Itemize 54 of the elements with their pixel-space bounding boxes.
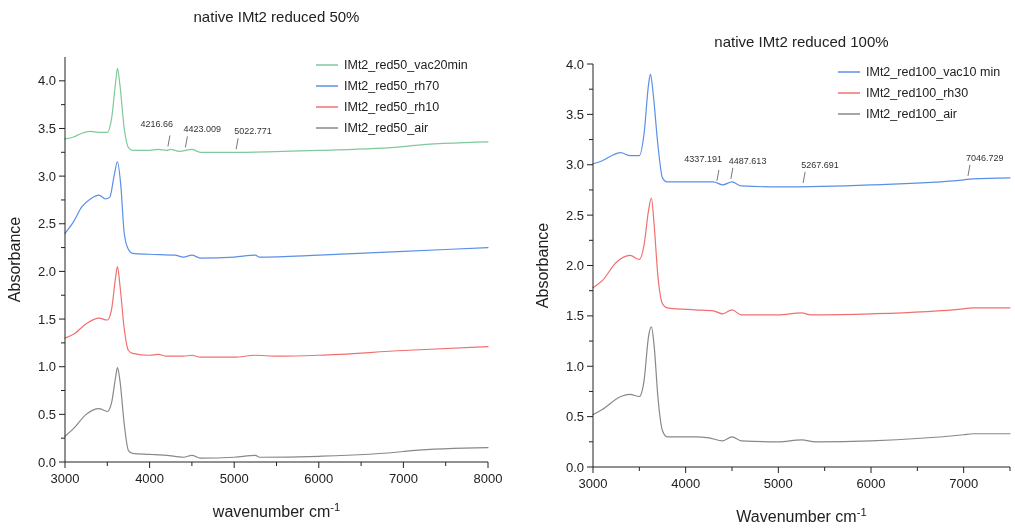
- y-tick-label: 1.0: [37, 359, 56, 375]
- y-tick-label: 2.0: [565, 258, 584, 274]
- line-series: [592, 326, 1011, 443]
- legend-label: IMt2_red50_air: [344, 121, 429, 136]
- chart-title: native IMt2 reduced 100%: [714, 33, 889, 50]
- legend-label: IMt2_red100_air: [866, 107, 958, 122]
- x-tick-label: 6000: [856, 476, 886, 491]
- y-tick-label: 0.0: [37, 454, 56, 470]
- line-series: [64, 367, 489, 459]
- legend-label: IMt2_red100_rh30: [866, 86, 969, 101]
- x-tick-label: 8000: [473, 471, 503, 486]
- y-axis-title: Absorbance: [534, 222, 551, 309]
- y-tick-label: 3.5: [565, 106, 584, 122]
- x-tick-label: 5000: [763, 476, 793, 491]
- y-tick-label: 3.0: [565, 157, 584, 173]
- y-tick-label: 1.5: [37, 311, 56, 327]
- legend-label: IMt2_red50_rh10: [344, 100, 440, 115]
- x-axis-title: Wavenumber cm$^{-1}$: [736, 506, 867, 525]
- chart-title: native IMt2 reduced 50%: [193, 8, 360, 25]
- legend-label: IMt2_red50_vac20min: [344, 58, 468, 73]
- y-tick-label: 0.5: [565, 409, 584, 425]
- legend-label: IMt2_red100_vac10 min: [866, 65, 1001, 80]
- y-axis-title: Absorbance: [6, 216, 23, 303]
- y-tick-label: 0.5: [37, 406, 56, 422]
- y-tick-label: 2.5: [37, 216, 56, 232]
- annotation: 5267.691: [801, 159, 839, 170]
- annotation: 4423.009: [183, 124, 221, 135]
- annotation: 4487.613: [728, 155, 767, 166]
- y-tick-label: 2.0: [37, 263, 56, 279]
- legend-label: IMt2_red50_rh70: [344, 79, 440, 94]
- y-tick-label: 2.5: [565, 207, 584, 223]
- annotation: 4337.191: [684, 153, 722, 164]
- line-series: [64, 266, 489, 358]
- x-tick-label: 3000: [578, 476, 608, 491]
- line-series: [64, 161, 489, 259]
- y-tick-label: 4.0: [37, 73, 56, 89]
- annotation: 7046.729: [966, 152, 1004, 163]
- annotation: 5022.771: [234, 126, 272, 137]
- x-tick-label: 4000: [671, 476, 701, 491]
- x-tick-label: 7000: [388, 471, 418, 486]
- annotation: 4216.66: [140, 119, 173, 130]
- y-tick-label: 1.5: [565, 308, 584, 324]
- y-tick-label: 0.0: [565, 459, 584, 475]
- x-tick-label: 3000: [50, 471, 80, 486]
- x-tick-label: 7000: [949, 476, 979, 491]
- x-tick-label: 5000: [219, 471, 249, 486]
- y-tick-label: 3.5: [37, 121, 56, 137]
- x-tick-label: 6000: [304, 471, 334, 486]
- x-axis-title: wavenumber cm$^{-1}$: [211, 501, 341, 520]
- line-series: [592, 197, 1011, 316]
- y-tick-label: 3.0: [37, 168, 56, 184]
- y-tick-label: 4.0: [565, 56, 584, 72]
- y-tick-label: 1.0: [565, 358, 584, 374]
- x-tick-label: 4000: [135, 471, 165, 486]
